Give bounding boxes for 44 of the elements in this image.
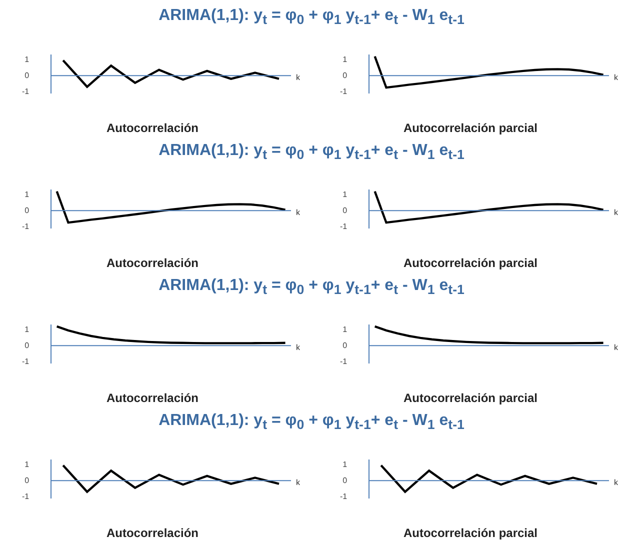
y-tick-label: 0 (342, 70, 348, 80)
x-axis-title: k (296, 72, 301, 82)
y-tick-label: -1 (22, 222, 30, 231)
y-tick-label: 1 (342, 460, 348, 469)
y-tick-label: -1 (22, 86, 30, 96)
y-tick-label: -1 (340, 222, 348, 231)
y-tick-label: 1 (342, 190, 348, 199)
y-tick-label: 0 (342, 340, 348, 350)
chart-title: ARIMA(1,1): y$_{t}$ = φ$_{0}$ + φ$_{1}$ y$_{t-1}$+ e$_{t}$ - W$_{1}$ e$_{t-1}$ (158, 7, 464, 28)
y-tick-label: 0 (342, 476, 348, 485)
y-tick-label: 0 (24, 340, 30, 350)
y-tick-label: -1 (22, 492, 30, 501)
y-tick-label: 1 (24, 460, 30, 469)
chart-title: ARIMA(1,1): y$_{t}$ = φ$_{0}$ + φ$_{1}$ y$_{t-1}$+ e$_{t}$ - W$_{1}$ e$_{t-1}$ (158, 277, 464, 298)
x-axis-title: k (614, 342, 619, 352)
text: Autocorrelación parcial (402, 255, 539, 271)
x-axis-title: k (614, 72, 619, 82)
x-axis-title: k (296, 208, 301, 217)
y-tick-label: 1 (342, 54, 348, 64)
y-tick-label: 1 (24, 324, 30, 334)
y-tick-label: -1 (340, 356, 348, 366)
chart-title: ARIMA(1,1): y$_{t}$ = φ$_{0}$ + φ$_{1}$ y$_{t-1}$+ e$_{t}$ - W$_{1}$ e$_{t-1}$ (158, 142, 464, 162)
text: Autocorrelación parcial (402, 390, 539, 406)
text: Autocorrelación (105, 120, 200, 136)
text: Autocorrelación (105, 390, 200, 406)
x-axis-title: k (296, 342, 301, 352)
y-tick-label: 0 (24, 206, 30, 215)
y-tick-label: -1 (340, 492, 348, 501)
x-axis-title: k (614, 478, 619, 487)
text: Autocorrelación parcial (402, 525, 539, 541)
text: Autocorrelación (105, 255, 200, 271)
y-tick-label: 1 (342, 324, 348, 334)
y-tick-label: 0 (24, 476, 30, 485)
y-tick-label: 0 (24, 70, 30, 80)
y-tick-label: 1 (24, 54, 30, 64)
y-tick-label: -1 (340, 86, 348, 96)
y-tick-label: 1 (24, 190, 30, 199)
x-axis-title: k (614, 208, 619, 217)
chart-title: ARIMA(1,1): y$_{t}$ = φ$_{0}$ + φ$_{1}$ y$_{t-1}$+ e$_{t}$ - W$_{1}$ e$_{t-1}$ (158, 412, 464, 432)
text: Autocorrelación (105, 525, 200, 541)
y-tick-label: 0 (342, 206, 348, 215)
text: Autocorrelación parcial (402, 120, 539, 136)
x-axis-title: k (296, 478, 301, 487)
y-tick-label: -1 (22, 356, 30, 366)
